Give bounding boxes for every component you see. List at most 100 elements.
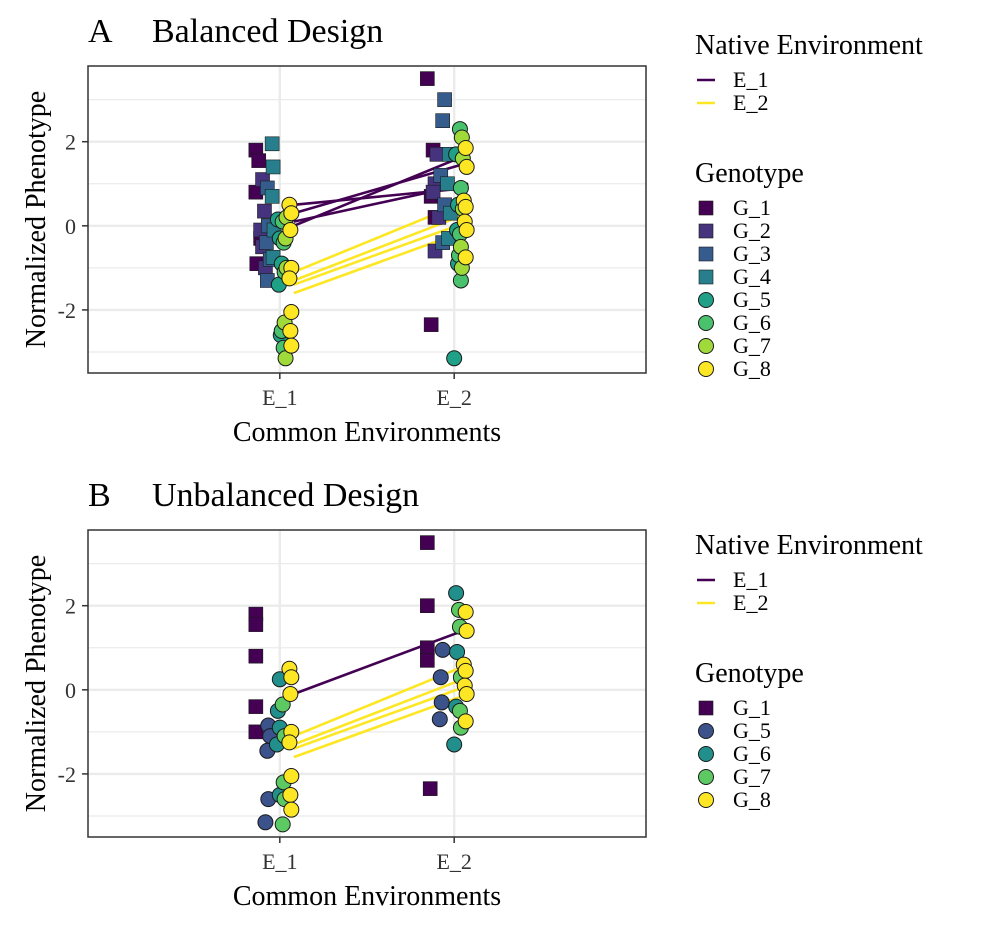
legend: Native EnvironmentE_1E_2GenotypeG_1G_2G_… [695, 30, 923, 381]
point-G_1 [248, 699, 264, 714]
reaction-line-E_1 [293, 153, 469, 228]
point-G_8 [283, 304, 300, 321]
point-G_1 [248, 724, 264, 740]
point-G_3 [437, 92, 452, 107]
point-G_1 [423, 317, 439, 332]
point-G_8 [457, 662, 474, 679]
legend-key-circle [698, 292, 714, 308]
data-points [248, 535, 475, 833]
point-G_8 [281, 734, 298, 751]
legend-key-circle [698, 792, 714, 808]
point-G_8 [282, 786, 299, 803]
legend-label: E_2 [733, 590, 768, 615]
legend-key-circle [698, 746, 714, 762]
point-G_1 [420, 535, 435, 550]
legend-key-square [698, 223, 714, 239]
point-G_4 [264, 136, 280, 152]
legend-title: Genotype [695, 658, 804, 689]
point-G_1 [248, 648, 264, 664]
point-G_3 [259, 235, 274, 250]
legend-label: G_7 [733, 333, 771, 358]
legend-key-square [698, 269, 714, 285]
reaction-line-E_1 [293, 627, 469, 696]
data-points [248, 71, 475, 367]
point-G_1 [420, 640, 435, 656]
legend-label: E_1 [733, 67, 768, 92]
legend-label: G_8 [733, 356, 771, 381]
reaction-line-E_2 [293, 220, 469, 286]
legend-key-square [698, 700, 714, 716]
legend-key-square [698, 246, 714, 262]
point-G_8 [283, 801, 300, 818]
y-tick-label: -2 [58, 762, 76, 787]
y-tick-label: 2 [65, 594, 76, 619]
legend-key-circle [698, 723, 714, 739]
point-G_5 [434, 641, 451, 658]
x-tick-label: E_2 [436, 385, 471, 410]
legend-label: E_2 [733, 90, 768, 115]
point-G_4 [264, 189, 280, 204]
point-G_8 [457, 198, 474, 215]
legend-label: G_6 [733, 310, 771, 335]
legend-key-circle [698, 315, 714, 331]
reaction-line-E_2 [293, 675, 469, 746]
legend-label: G_6 [733, 741, 771, 766]
legend-label: G_8 [733, 787, 771, 812]
panel-title: Balanced Design [152, 13, 383, 50]
point-G_1 [420, 653, 435, 668]
x-tick-label: E_1 [262, 849, 297, 874]
legend: Native EnvironmentE_1E_2GenotypeG_1G_5G_… [695, 530, 923, 812]
point-G_5 [432, 669, 449, 686]
legend-key-square [698, 200, 714, 216]
point-G_8 [283, 205, 300, 222]
point-G_1 [422, 781, 438, 796]
legend-key-circle [698, 769, 714, 785]
gridlines [88, 530, 646, 837]
gridlines [88, 66, 646, 373]
point-G_8 [457, 713, 474, 730]
legend-label: G_5 [733, 718, 771, 743]
panel-letter: A [88, 13, 113, 50]
panel-border [87, 529, 647, 838]
point-G_8 [458, 158, 475, 175]
legend-label: G_1 [733, 195, 771, 220]
point-G_8 [282, 222, 299, 239]
legend-title: Native Environment [695, 530, 923, 561]
point-G_4 [440, 176, 455, 192]
legend-label: E_1 [733, 567, 768, 592]
y-tick-label: 2 [65, 130, 76, 155]
y-axis-title: Normalized Phenotype [21, 555, 52, 812]
point-G_1 [251, 153, 267, 168]
panel-title: Unbalanced Design [152, 477, 419, 514]
point-G_2 [257, 203, 272, 219]
point-G_7 [274, 816, 291, 833]
point-G_8 [458, 622, 475, 639]
x-tick-label: E_2 [436, 849, 471, 874]
point-G_1 [420, 71, 435, 86]
point-G_1 [420, 598, 435, 613]
point-G_6 [448, 585, 465, 602]
point-G_5 [431, 711, 448, 728]
y-tick-label: 0 [65, 678, 76, 703]
legend-key-circle [698, 361, 714, 377]
legend-label: G_7 [733, 764, 771, 789]
point-G_8 [457, 604, 474, 621]
point-G_8 [282, 322, 299, 339]
legend-key-circle [698, 338, 714, 354]
legend-title: Genotype [695, 158, 804, 189]
point-G_4 [265, 159, 281, 175]
point-G_8 [457, 140, 474, 157]
x-axis-title: Common Environments [233, 417, 501, 448]
x-axis-title: Common Environments [233, 881, 501, 912]
point-G_2 [429, 147, 445, 162]
point-G_8 [458, 222, 475, 239]
legend-label: G_3 [733, 241, 771, 266]
y-tick-label: 0 [65, 214, 76, 239]
legend-title: Native Environment [695, 30, 923, 61]
point-G_6 [446, 736, 463, 753]
point-G_5 [257, 814, 274, 831]
legend-label: G_1 [733, 695, 771, 720]
